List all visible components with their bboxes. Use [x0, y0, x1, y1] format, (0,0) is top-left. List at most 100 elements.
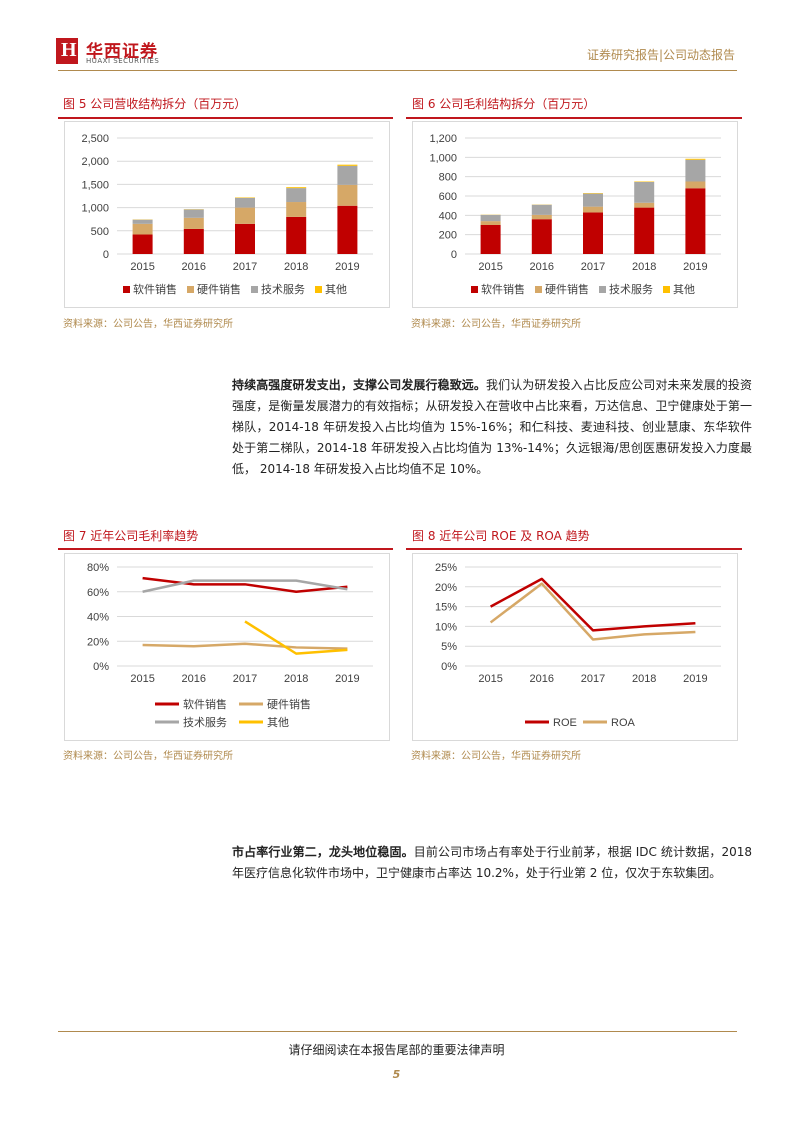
- x-tick-label: 2017: [233, 261, 257, 273]
- bar-segment: [286, 202, 307, 217]
- bar-segment: [183, 209, 204, 218]
- legend-label: 软件销售: [183, 697, 227, 711]
- y-tick-label: 0%: [441, 661, 457, 673]
- series-line: [142, 642, 348, 650]
- legend-label: 软件销售: [481, 282, 525, 296]
- bar-segment: [634, 202, 655, 208]
- figure-6-rule: [406, 117, 742, 119]
- legend-swatch: [663, 286, 670, 293]
- figure-6-chart: 0 200 400 600 800 1,000 1,200 2015 2016 2017 2018 2…: [412, 121, 738, 308]
- figure-8-source: 资料来源：公司公告，华西证券研究所: [411, 751, 581, 762]
- legend-label: 技术服务: [261, 283, 305, 296]
- y-tick-label: 400: [439, 210, 457, 222]
- paragraph-rd-body: 我们认为研发投入占比反应公司对未来发展的投资强度，是衡量发展潜力的有效指标；从研…: [232, 378, 752, 476]
- figure-7-chart: 0% 20% 40% 60% 80% 2015 2016 2017 2018 2019 软件销售 硬件…: [64, 553, 390, 741]
- y-tick-label: 10%: [435, 621, 457, 633]
- bar-segment: [183, 217, 204, 229]
- bar-segment: [235, 223, 255, 254]
- x-tick-label: 2017: [581, 673, 605, 685]
- paragraph-market-share: 市占率行业第二，龙头地位稳固。目前公司市场占有率处于行业前茅，根据 IDC 统计…: [232, 842, 752, 884]
- bar-segment: [337, 165, 358, 185]
- x-tick-label: 2019: [683, 261, 707, 273]
- x-tick-label: 2018: [284, 261, 308, 273]
- paragraph-market-body: 目前公司市场占有率处于行业前茅，根据 IDC 统计数据，2018 年医疗信息化软…: [232, 845, 752, 880]
- figure-8-title: 图 8 近年公司 ROE 及 ROA 趋势: [412, 529, 590, 543]
- report-type-label: 证券研究报告|公司动态报告: [586, 48, 735, 62]
- bar-segment: [235, 207, 255, 224]
- bar-segment: [337, 184, 358, 206]
- bar-segment: [531, 214, 552, 220]
- x-tick-label: 2018: [284, 673, 308, 685]
- x-tick-label: 2016: [182, 673, 206, 685]
- footer-divider: [58, 1031, 737, 1032]
- y-tick-label: 600: [439, 191, 457, 203]
- x-tick-label: 2015: [478, 261, 502, 273]
- legend-label: 硬件销售: [545, 282, 589, 296]
- bar-segment: [583, 212, 603, 254]
- legend-label: 技术服务: [183, 716, 227, 729]
- legend-swatch: [535, 286, 542, 293]
- series-line: [489, 582, 696, 641]
- footer-disclaimer: 请仔细阅读在本报告尾部的重要法律声明: [288, 1043, 505, 1057]
- figure-8-rule: [406, 548, 742, 550]
- figure-6-title: 图 6 公司毛利结构拆分（百万元）: [412, 97, 596, 111]
- x-tick-label: 2019: [683, 673, 707, 685]
- brand-name-en: HUAXI SECURITIES: [86, 57, 160, 65]
- figure-5-title: 图 5 公司营收结构拆分（百万元）: [63, 97, 247, 111]
- figure-5-source: 资料来源：公司公告，华西证券研究所: [63, 319, 233, 330]
- y-tick-label: 0: [103, 249, 109, 261]
- legend-swatch: [599, 286, 606, 293]
- figure-8-chart: 0% 5% 10% 15% 20% 25% 2015 2016 2017 2018 2019 ROE R…: [412, 553, 738, 741]
- brand-logo: H: [56, 38, 78, 64]
- legend-label: 硬件销售: [197, 282, 241, 296]
- figure-8-svg: 0% 5% 10% 15% 20% 25% 2015 2016 2017 2018 2019 ROE R…: [435, 562, 721, 729]
- x-tick-label: 2016: [530, 261, 554, 273]
- x-tick-label: 2015: [478, 673, 502, 685]
- y-tick-label: 500: [91, 226, 109, 238]
- bar-segment: [132, 219, 153, 224]
- figure-5-chart: 0 500 1,000 1,500 2,000 2,500 2015 2016 2017 2018…: [64, 121, 390, 308]
- y-tick-label: 20%: [87, 636, 109, 648]
- legend-swatch: [471, 286, 478, 293]
- x-tick-label: 2015: [130, 673, 154, 685]
- bar-segment: [286, 216, 307, 254]
- y-tick-label: 1,000: [429, 152, 457, 164]
- x-tick-label: 2019: [335, 261, 359, 273]
- figure-6-source: 资料来源：公司公告，华西证券研究所: [411, 319, 581, 330]
- figure-6-svg: 0 200 400 600 800 1,000 1,200 2015 2016 2017 2018 2…: [429, 133, 721, 296]
- bar-segment: [685, 158, 706, 160]
- legend-label: ROE: [553, 717, 577, 729]
- legend-label: 其他: [267, 716, 289, 729]
- x-tick-label: 2016: [182, 261, 206, 273]
- series-line: [490, 577, 696, 632]
- bar-segment: [235, 197, 255, 208]
- bar-segment: [183, 228, 204, 254]
- y-tick-label: 1,500: [81, 179, 109, 191]
- bar-segment: [583, 206, 603, 213]
- y-tick-label: 2,500: [81, 133, 109, 145]
- bar-segment: [337, 205, 358, 254]
- logo-letter: H: [61, 39, 77, 61]
- y-tick-label: 1,200: [429, 133, 457, 145]
- paragraph-rd-spending: 持续高强度研发支出，支撑公司发展行稳致远。我们认为研发投入占比反应公司对未来发展…: [232, 375, 752, 480]
- bar-segment: [685, 188, 706, 254]
- y-tick-label: 0: [451, 249, 457, 261]
- figure-7-rule: [58, 548, 393, 550]
- bar-segment: [286, 188, 307, 203]
- series-line: [244, 620, 348, 655]
- legend-swatch: [251, 286, 258, 293]
- bar-segment: [685, 159, 706, 182]
- paragraph-rd-heading: 持续高强度研发支出，支撑公司发展行稳致远。: [232, 378, 486, 392]
- figure-5-svg: 0 500 1,000 1,500 2,000 2,500 2015 2016 2017 2018…: [81, 133, 373, 296]
- bar-segment: [480, 221, 501, 225]
- legend-label: ROA: [611, 717, 636, 729]
- bar-segment: [685, 181, 706, 189]
- x-tick-label: 2018: [632, 673, 656, 685]
- x-tick-label: 2017: [581, 261, 605, 273]
- legend-label: 硬件销售: [267, 697, 311, 711]
- y-tick-label: 25%: [435, 562, 457, 574]
- legend-label: 其他: [673, 283, 695, 296]
- y-tick-label: 0%: [93, 661, 109, 673]
- legend-swatch: [315, 286, 322, 293]
- y-tick-label: 2,000: [81, 156, 109, 168]
